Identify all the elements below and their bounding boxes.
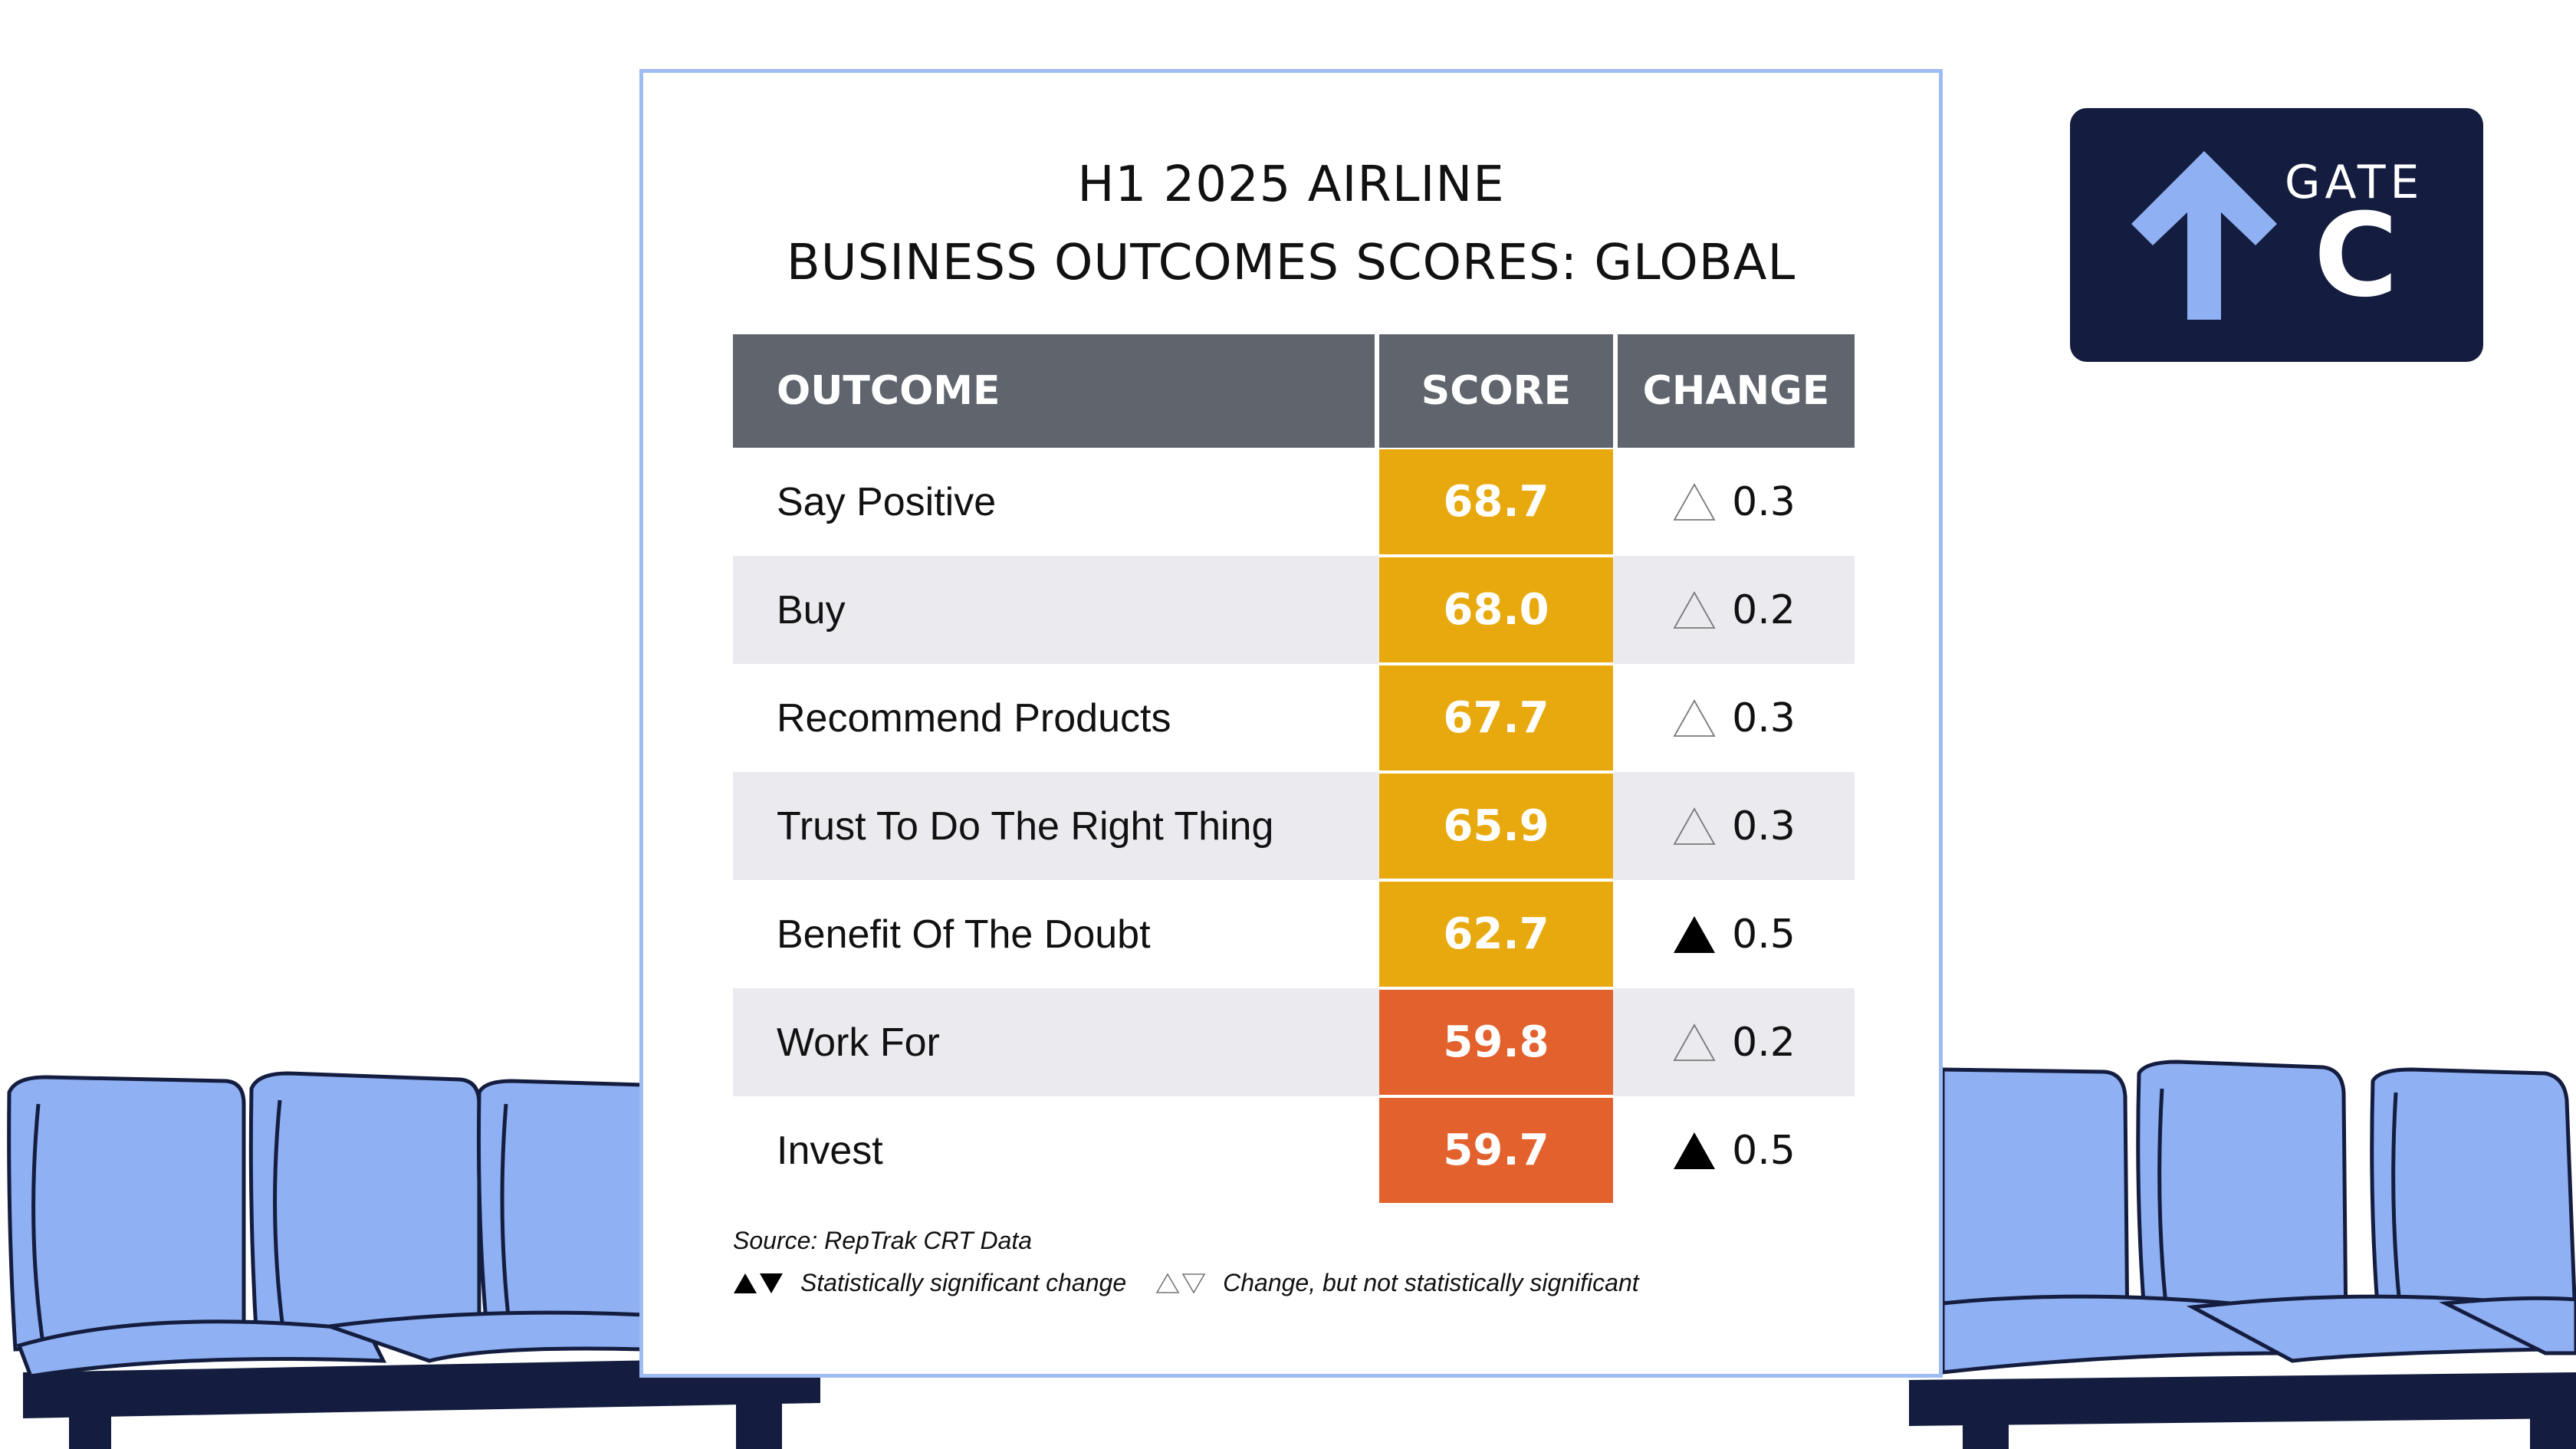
right-seat-row	[1909, 1060, 2576, 1449]
legend: Statistically significant change Change,…	[733, 1269, 1639, 1297]
gate-letter: C	[2314, 189, 2399, 323]
score-cell: 67.7	[1379, 665, 1613, 770]
change-cell: 0.5	[1613, 880, 1855, 988]
gate-label: GATE	[2285, 156, 2424, 209]
change-cell: 0.3	[1613, 664, 1855, 772]
significant-triangles-icon	[733, 1273, 785, 1294]
scores-card: H1 2025 AIRLINE BUSINESS OUTCOMES SCORES…	[639, 69, 1943, 1378]
header-score: SCORE	[1379, 334, 1613, 448]
table-body: Say Positive 68.7 0.3 Buy 68.0 0.2 Recommend P…	[733, 448, 1855, 1204]
change-value: 0.2	[1732, 1019, 1796, 1066]
change-cell: 0.2	[1613, 988, 1855, 1096]
change-value: 0.5	[1732, 1127, 1796, 1174]
change-cell: 0.3	[1613, 772, 1855, 880]
triangle-up-filled-icon	[1672, 1131, 1717, 1171]
header-outcome: OUTCOME	[733, 334, 1375, 448]
table-row: Buy 68.0 0.2	[733, 556, 1855, 664]
outcome-cell: Work For	[733, 988, 1379, 1096]
change-cell: 0.5	[1613, 1096, 1855, 1204]
outcome-cell: Recommend Products	[777, 695, 1171, 741]
change-value: 0.5	[1732, 911, 1796, 958]
outcome-cell: Buy	[733, 556, 1379, 664]
gate-sign: GATE C	[2070, 108, 2483, 362]
table-row: Say Positive 68.7 0.3	[733, 448, 1855, 556]
score-cell: 59.7	[1379, 1098, 1613, 1203]
legend-not-significant-label: Change, but not statistically significan…	[1223, 1269, 1639, 1296]
triangle-up-filled-icon	[1672, 915, 1717, 955]
header-change: CHANGE	[1618, 334, 1855, 448]
triangle-up-outline-icon	[1672, 807, 1717, 846]
score-cell: 68.0	[1379, 557, 1613, 662]
score-cell: 62.7	[1379, 882, 1613, 987]
score-cell: 68.7	[1379, 449, 1613, 554]
table-header: OUTCOME SCORE CHANGE	[733, 334, 1855, 448]
not-significant-triangles-icon	[1155, 1272, 1208, 1294]
change-value: 0.3	[1732, 695, 1796, 741]
title-line-2: BUSINESS OUTCOMES SCORES: GLOBAL	[786, 235, 1796, 291]
triangle-up-outline-icon	[1672, 698, 1717, 738]
scores-table: OUTCOME SCORE CHANGE Say Positive 68.7 0.3…	[733, 334, 1855, 1204]
triangle-up-outline-icon	[1672, 482, 1717, 522]
table-row: Benefit Of The Doubt 62.7 0.5	[733, 880, 1855, 988]
triangle-up-outline-icon	[1672, 1023, 1717, 1063]
score-cell: 59.8	[1379, 990, 1613, 1095]
source-note: Source: RepTrak CRT Data	[733, 1227, 1033, 1254]
table-row: Invest 59.7 0.5	[733, 1096, 1855, 1204]
arrow-up-icon	[2131, 151, 2277, 320]
triangle-up-outline-icon	[1672, 590, 1717, 630]
legend-significant-label: Statistically significant change	[800, 1269, 1127, 1296]
change-cell: 0.2	[1613, 556, 1855, 664]
score-cell: 65.9	[1379, 774, 1613, 879]
table-row: Recommend Products 67.7 0.3	[733, 664, 1855, 772]
table-row: Trust To Do The Right Thing 65.9 0.3	[733, 772, 1855, 880]
outcome-cell: Benefit Of The Doubt	[777, 912, 1151, 957]
outcome-cell: Trust To Do The Right Thing	[733, 772, 1379, 880]
title-line-1: H1 2025 AIRLINE	[1077, 156, 1505, 213]
page-title: H1 2025 AIRLINE BUSINESS OUTCOMES SCORES…	[643, 146, 1939, 302]
outcome-cell: Invest	[777, 1128, 883, 1173]
change-value: 0.2	[1732, 586, 1796, 633]
change-value: 0.3	[1732, 478, 1796, 525]
change-cell: 0.3	[1613, 448, 1855, 556]
change-value: 0.3	[1732, 803, 1796, 849]
table-row: Work For 59.8 0.2	[733, 988, 1855, 1096]
outcome-cell: Say Positive	[777, 479, 997, 524]
